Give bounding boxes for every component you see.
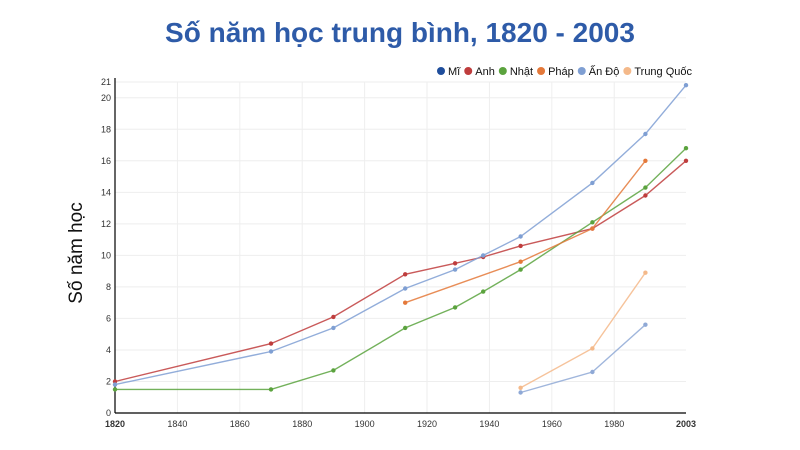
data-point: [683, 158, 689, 163]
data-point: [452, 261, 458, 266]
x-tick-label: 1940: [479, 419, 499, 429]
data-point: [643, 270, 648, 275]
data-point: [643, 131, 648, 137]
legend-label: Anh: [475, 66, 495, 78]
data-point: [518, 259, 523, 264]
data-point: [590, 369, 595, 375]
y-tick-label: 18: [101, 124, 111, 134]
legend-label: Ấn Độ: [589, 65, 620, 78]
data-point: [518, 385, 523, 390]
data-point: [331, 314, 336, 320]
data-point: [643, 158, 648, 163]
legend-label: Mĩ: [448, 66, 461, 78]
x-tick-label: 2003: [676, 419, 696, 429]
x-tick-label: 1860: [230, 419, 250, 429]
y-tick-label: 12: [101, 219, 111, 229]
legend-label: Trung Quốc: [634, 66, 692, 78]
legend: Mĩ Anh Nhật Pháp Ấn Độ Trung Quốc: [437, 65, 693, 78]
data-point: [590, 346, 595, 351]
series-line: [520, 272, 646, 389]
y-tick-label: 10: [101, 250, 111, 260]
series-line: [114, 160, 687, 383]
y-tick-label: 20: [101, 93, 111, 103]
legend-marker: [464, 67, 473, 75]
legend-marker: [437, 67, 445, 75]
y-axis-label: Số năm học: [66, 202, 87, 303]
series-line: [114, 84, 687, 386]
data-point: [331, 368, 336, 373]
x-tick-label: 1880: [292, 419, 312, 429]
legend-marker: [537, 67, 546, 75]
data-point: [268, 387, 274, 392]
legend-label: Nhật: [510, 66, 533, 78]
series-line: [404, 160, 646, 304]
y-tick-label: 16: [101, 156, 111, 166]
data-point: [590, 220, 595, 225]
y-tick-label: 2: [106, 376, 111, 386]
legend-marker: [623, 67, 632, 75]
legend-marker: [577, 67, 586, 75]
data-point: [518, 234, 523, 239]
data-point: [643, 185, 648, 190]
y-tick-label: 14: [101, 187, 111, 197]
y-tick-label: 6: [106, 313, 111, 323]
y-tick-label: 21: [101, 77, 111, 87]
data-point: [481, 289, 486, 294]
series-line: [115, 147, 687, 391]
legend-marker: [498, 67, 507, 75]
data-point: [643, 322, 648, 327]
data-point: [403, 272, 408, 277]
data-point: [481, 253, 486, 258]
data-point: [268, 349, 274, 354]
y-tick-label: 0: [106, 408, 111, 418]
data-point: [112, 387, 118, 392]
chart-title: Số năm học trung bình, 1820 - 2003: [165, 17, 635, 48]
data-point: [683, 146, 689, 151]
data-point: [518, 243, 523, 249]
x-tick-label: 1820: [105, 419, 125, 429]
data-point: [331, 325, 336, 331]
data-point: [590, 226, 595, 231]
y-tick-label: 4: [106, 345, 111, 355]
data-point: [268, 341, 274, 346]
data-point: [452, 305, 458, 310]
data-point: [112, 382, 118, 387]
data-point: [452, 267, 458, 272]
data-point: [403, 300, 408, 305]
x-tick-label: 1840: [167, 419, 187, 429]
legend-label: Pháp: [548, 66, 574, 78]
data-point: [518, 267, 523, 272]
data-point: [590, 180, 595, 186]
data-point: [518, 390, 523, 395]
series-group: [112, 83, 689, 395]
data-point: [683, 83, 689, 88]
x-tick-label: 1920: [417, 419, 437, 429]
series-line: [520, 324, 646, 394]
y-tick-label: 8: [106, 282, 111, 292]
x-tick-label: 1980: [604, 419, 624, 429]
x-tick-label: 1900: [355, 419, 375, 429]
data-point: [112, 379, 118, 384]
data-point: [643, 193, 648, 198]
data-point: [403, 286, 408, 291]
x-tick-label: 1960: [542, 419, 562, 429]
data-point: [403, 325, 408, 331]
grid-lines: [115, 81, 686, 413]
